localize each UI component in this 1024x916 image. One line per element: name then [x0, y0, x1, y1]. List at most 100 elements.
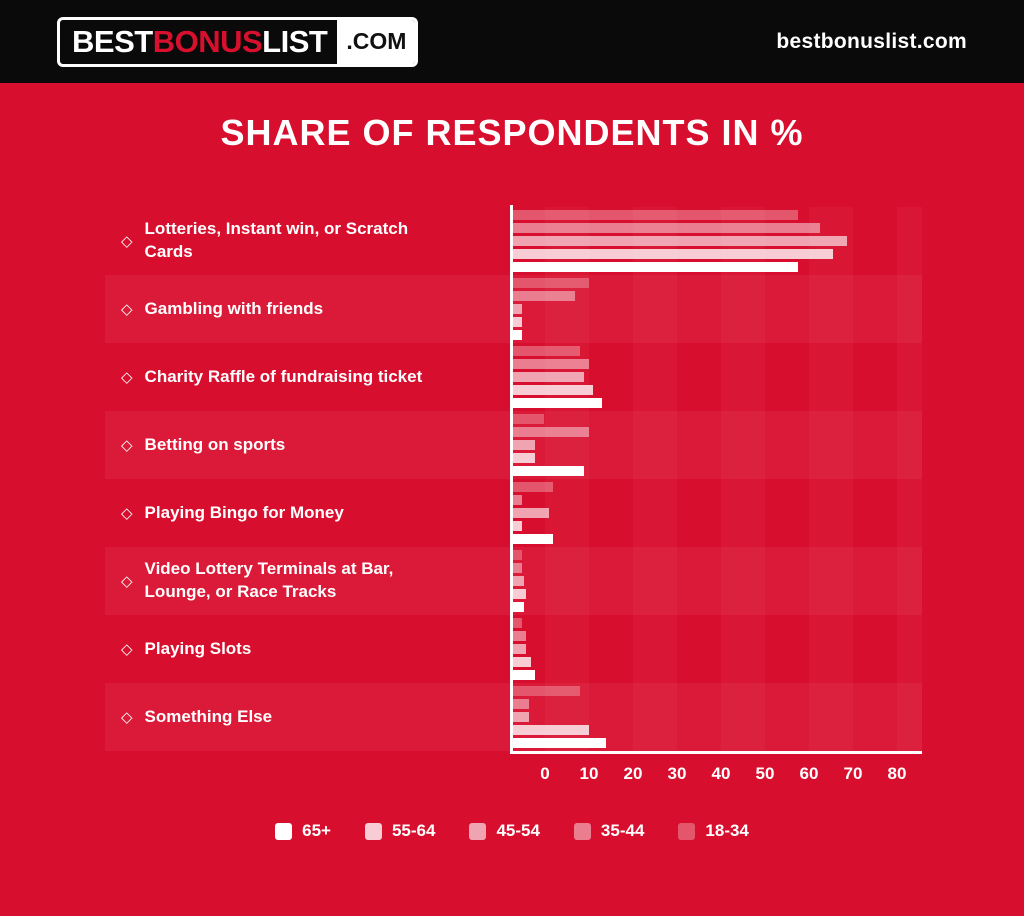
category-label: ◇ Something Else [105, 683, 513, 751]
x-axis-line [510, 751, 922, 754]
bar-55-64 [513, 249, 834, 259]
legend-item-35-44: 35-44 [573, 821, 644, 841]
legend-label: 55-64 [391, 821, 436, 840]
category-label: ◇ Playing Slots [105, 615, 513, 683]
category-label-text: Playing Bingo for Money [144, 502, 344, 522]
chart-title: SHARE OF RESPONDENTS IN % [220, 112, 804, 153]
bar-55-64 [513, 589, 527, 599]
x-tick-label: 0 [540, 764, 550, 783]
diamond-bullet-icon: ◇ [121, 437, 133, 454]
bar-35-44 [513, 359, 589, 369]
bar-55-64 [513, 657, 531, 667]
category-label: ◇ Video Lottery Terminals at Bar, Lounge,… [105, 547, 513, 615]
diamond-bullet-icon: ◇ [121, 301, 133, 318]
legend-swatch [469, 822, 487, 840]
legend-item-65+: 65+ [275, 821, 331, 841]
x-tick-label: 10 [579, 764, 599, 783]
category-bar-group [513, 411, 922, 479]
category-label-text: Something Else [144, 706, 273, 726]
bar-35-44 [513, 631, 527, 641]
x-tick-label: 30 [667, 764, 687, 783]
diamond-bullet-icon: ◇ [121, 573, 133, 590]
chart-row: ◇ Betting on sports [105, 411, 922, 479]
category-bar-group [513, 207, 922, 275]
category-bar-group [513, 275, 922, 343]
bar-35-44 [513, 563, 522, 573]
diamond-bullet-icon: ◇ [121, 709, 133, 726]
category-label: ◇ Playing Bingo for Money [105, 479, 513, 547]
legend-label: 45-54 [496, 821, 540, 840]
chart-row: ◇ Something Else [105, 683, 922, 751]
category-label: ◇ Charity Raffle of fundraising ticket [105, 343, 513, 411]
logo-part-bonus: BONUS [152, 23, 263, 59]
bar-45-54 [513, 236, 847, 246]
legend-swatch [275, 822, 293, 840]
bar-35-44 [513, 291, 576, 301]
x-tick-label: 20 [623, 764, 643, 783]
header-bar: BEST BONUS LIST .COM bestbonuslist.com [0, 0, 1024, 83]
bar-45-54 [513, 508, 549, 518]
bar-35-44 [513, 427, 589, 437]
chart-row: ◇ Gambling with friends [105, 275, 922, 343]
bar-18-34 [513, 210, 798, 220]
bar-65+ [513, 398, 602, 408]
bar-chart: ◇ Lotteries, Instant win, or Scratch Card… [105, 205, 922, 807]
chart-row: ◇ Playing Slots [105, 615, 922, 683]
bar-18-34 [513, 686, 580, 696]
bar-65+ [513, 466, 585, 476]
bar-35-44 [513, 495, 522, 505]
bar-65+ [513, 534, 554, 544]
chart-row: ◇ Lotteries, Instant win, or Scratch Card… [105, 207, 922, 275]
category-bar-group [513, 343, 922, 411]
bar-55-64 [513, 317, 522, 327]
chart-legend: 65+ 55-64 45-54 35-44 18-34 [0, 821, 1024, 841]
bar-65+ [513, 670, 536, 680]
bar-45-54 [513, 644, 527, 654]
legend-item-55-64: 55-64 [364, 821, 436, 841]
category-bar-group [513, 547, 922, 615]
logo-part-best: BEST [72, 23, 153, 59]
bar-45-54 [513, 304, 522, 314]
legend-swatch [678, 822, 696, 840]
category-label: ◇ Betting on sports [105, 411, 513, 479]
bar-45-54 [513, 712, 529, 722]
category-bar-group [513, 683, 922, 751]
logo-part-list: LIST [262, 23, 328, 59]
category-bar-group [513, 479, 922, 547]
chart-row: ◇ Charity Raffle of fundraising ticket [105, 343, 922, 411]
bar-45-54 [513, 576, 525, 586]
category-label-text: Gambling with friends [144, 298, 324, 318]
chart-row: ◇ Video Lottery Terminals at Bar, Lounge,… [105, 547, 922, 615]
chart-row: ◇ Playing Bingo for Money [105, 479, 922, 547]
bar-55-64 [513, 521, 522, 531]
bar-18-34 [513, 550, 522, 560]
legend-item-45-54: 45-54 [469, 821, 540, 841]
legend-item-18-34: 18-34 [678, 821, 749, 841]
x-tick-label: 70 [843, 764, 863, 783]
legend-swatch [573, 822, 591, 840]
bar-45-54 [513, 372, 585, 382]
bar-18-34 [513, 278, 589, 288]
legend-label: 18-34 [705, 821, 749, 840]
bar-65+ [513, 262, 798, 272]
bar-65+ [513, 738, 607, 748]
category-label-text: Charity Raffle of fundraising ticket [144, 366, 423, 386]
diamond-bullet-icon: ◇ [121, 641, 133, 658]
bar-18-34 [513, 482, 554, 492]
bar-55-64 [513, 385, 594, 395]
x-tick-label: 40 [711, 764, 731, 783]
bar-45-54 [513, 440, 536, 450]
bar-35-44 [513, 699, 529, 709]
site-url-text[interactable]: bestbonuslist.com [776, 29, 967, 53]
diamond-bullet-icon: ◇ [121, 505, 133, 522]
brand-logo[interactable]: BEST BONUS LIST .COM [57, 16, 419, 67]
diamond-bullet-icon: ◇ [121, 233, 133, 250]
bar-55-64 [513, 725, 589, 735]
category-label-text: Playing Slots [144, 638, 252, 658]
category-label: ◇ Lotteries, Instant win, or Scratch Card… [105, 207, 513, 275]
x-axis-ticks: 0 10 20 30 40 50 60 70 80 [513, 764, 922, 788]
x-tick-label: 50 [755, 764, 775, 783]
logo-wordmark: BEST BONUS LIST [60, 20, 337, 64]
category-label-text: Lotteries, Instant win, or Scratch Cards [144, 219, 409, 261]
